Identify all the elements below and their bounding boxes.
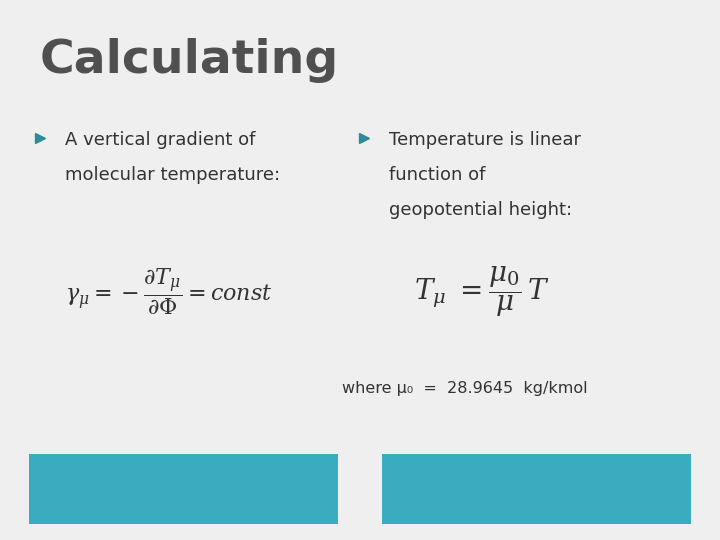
Text: Calculating: Calculating <box>40 38 339 83</box>
Text: function of: function of <box>389 166 485 184</box>
FancyBboxPatch shape <box>29 454 338 524</box>
Text: $\gamma_\mu = -\dfrac{\partial T_\mu}{\partial \Phi} = const$: $\gamma_\mu = -\dfrac{\partial T_\mu}{\p… <box>65 267 272 316</box>
FancyBboxPatch shape <box>382 454 691 524</box>
Text: $T_\mu \ = \dfrac{\mu_0}{\mu}\,T$: $T_\mu \ = \dfrac{\mu_0}{\mu}\,T$ <box>414 264 549 319</box>
Text: molecular temperature:: molecular temperature: <box>65 166 280 184</box>
Text: A vertical gradient of: A vertical gradient of <box>65 131 255 149</box>
Text: Temperature is linear: Temperature is linear <box>389 131 581 149</box>
Text: geopotential height:: geopotential height: <box>389 201 572 219</box>
Text: where μ₀  =  28.9645  kg/kmol: where μ₀ = 28.9645 kg/kmol <box>342 381 588 396</box>
